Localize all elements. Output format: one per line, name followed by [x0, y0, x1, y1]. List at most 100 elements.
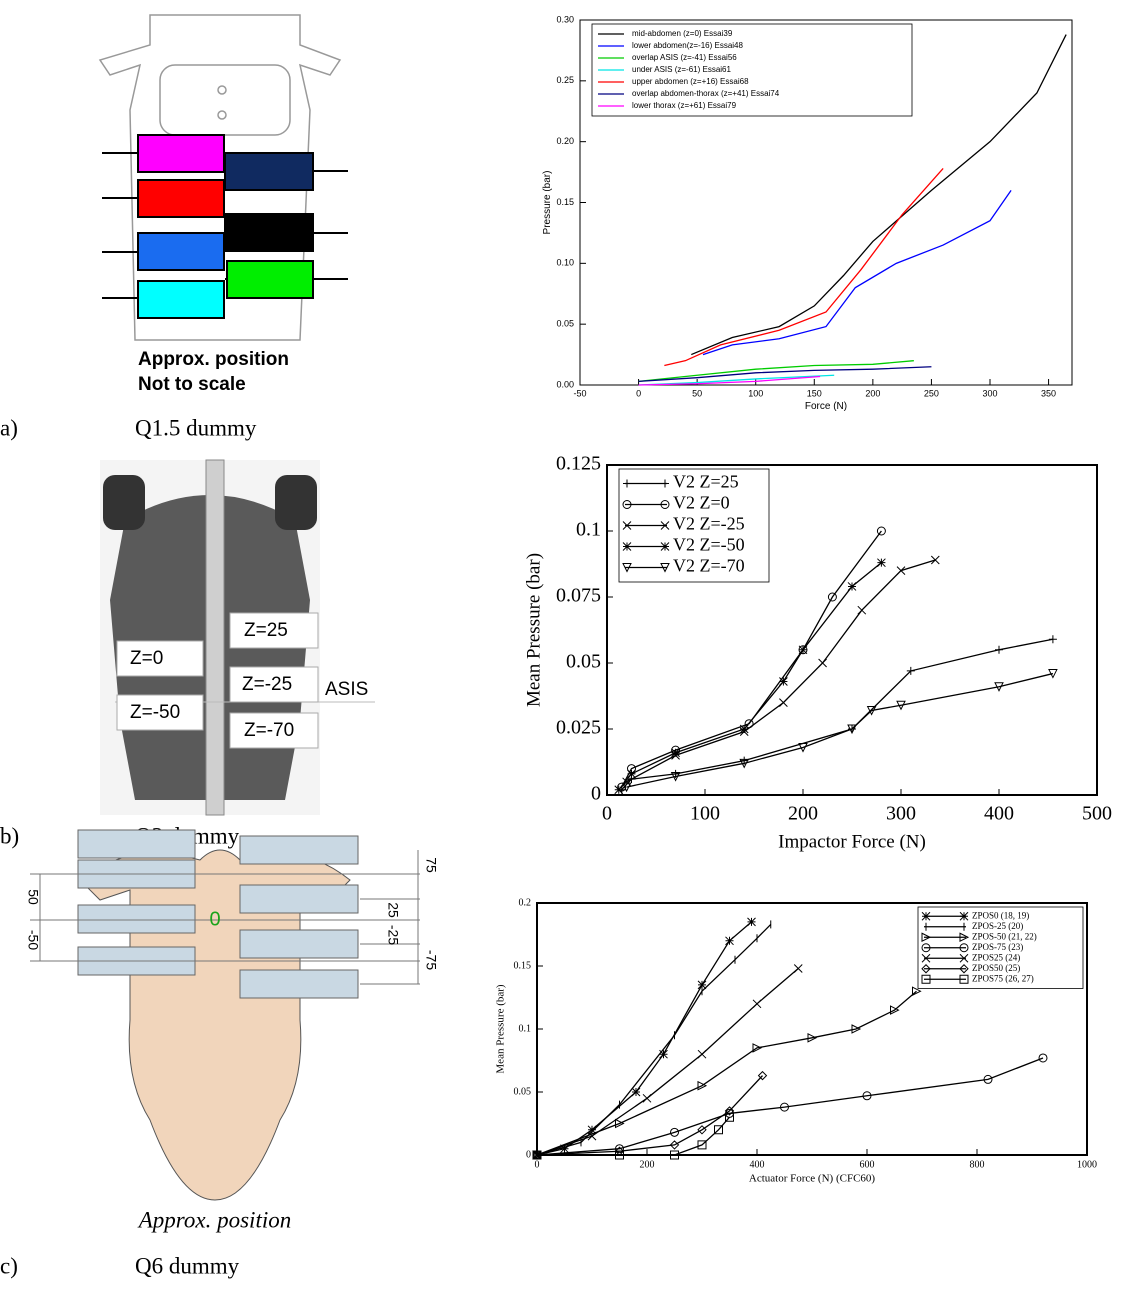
legend-marker [959, 932, 970, 943]
marker [890, 1005, 900, 1015]
x-axis-title: Force (N) [805, 401, 847, 412]
x-tick-label: 200 [788, 803, 818, 825]
marker [642, 1093, 652, 1103]
legend-label: upper abdomen (z=+16) Essai68 [632, 77, 749, 86]
x-tick-label: 600 [860, 1159, 875, 1170]
y-tick-label: 0.025 [556, 717, 601, 739]
series-line [536, 1075, 763, 1156]
x-tick-label: 0 [636, 388, 641, 398]
legend-marker [660, 500, 670, 509]
marker [724, 1106, 735, 1116]
x-tick-label: 100 [748, 388, 763, 398]
legend-marker [959, 974, 969, 984]
series-line [626, 672, 1054, 788]
note: Approx. position [137, 1207, 291, 1232]
marker [669, 1140, 680, 1150]
marker [670, 1150, 679, 1160]
marker [757, 1070, 768, 1081]
marker [614, 785, 624, 795]
y-tick-label: 0.125 [556, 453, 601, 475]
series-line [536, 990, 917, 1156]
marker [793, 964, 803, 973]
note: 75 [423, 857, 439, 873]
legend-label: V2 Z=-70 [673, 556, 745, 576]
legend-marker [921, 974, 931, 984]
legend-label: V2 Z=25 [673, 472, 739, 492]
marker [1048, 635, 1057, 644]
marker [779, 698, 788, 707]
marker [862, 1091, 872, 1101]
legend-marker [921, 911, 931, 921]
note: Z=-25 [242, 674, 292, 695]
marker [779, 677, 788, 686]
legend-label: ZPOS75 (26, 27) [972, 973, 1034, 983]
marker [627, 769, 636, 779]
y-tick-label: 0.075 [556, 585, 601, 607]
marker [1048, 669, 1058, 679]
marker [876, 526, 886, 536]
y-tick-label: 0.1 [519, 1023, 532, 1034]
series-line [664, 168, 944, 367]
legend-marker [622, 563, 632, 573]
legend-marker [921, 953, 931, 963]
marker [615, 1150, 624, 1160]
series-line [537, 1116, 730, 1156]
legend-marker [921, 964, 931, 974]
x-tick-label: 500 [1082, 803, 1112, 825]
marker [697, 1125, 707, 1135]
marker [896, 700, 906, 711]
note: Z=0 [130, 648, 163, 669]
y-tick-label: 0.10 [556, 258, 574, 268]
note: 50 [25, 889, 41, 905]
marker [818, 658, 827, 668]
legend-label: ZPOS-75 (23) [972, 942, 1023, 952]
legend-marker [622, 500, 632, 509]
marker [697, 1080, 708, 1091]
series-line [536, 923, 772, 1156]
marker [780, 1102, 790, 1112]
note: 0 [209, 908, 220, 930]
legend-label: lower abdomen(z=-16) Essai48 [632, 41, 743, 50]
x-axis-title: Impactor Force (N) [778, 831, 926, 852]
series-line [702, 189, 1012, 356]
x-axis-title: Actuator Force (N) (CFC60) [749, 1173, 876, 1185]
marker [622, 777, 631, 787]
x-tick-label: 300 [982, 388, 997, 398]
marker [670, 1127, 680, 1137]
dimension-lines [30, 850, 420, 985]
marker [587, 1125, 597, 1135]
legend-label: ZPOS50 (25) [972, 963, 1020, 973]
x-tick-label: 0 [602, 803, 612, 825]
marker [532, 1150, 542, 1160]
series-line [691, 34, 1067, 356]
legend-label: overlap abdomen-thorax (z=+41) Essai74 [632, 89, 780, 98]
x-tick-label: 150 [807, 388, 822, 398]
panel-label: b) [0, 823, 19, 848]
note: 25 [385, 902, 401, 918]
marker [587, 1131, 597, 1141]
marker [659, 1049, 668, 1059]
marker [621, 782, 632, 793]
marker [847, 724, 857, 735]
series-line [638, 366, 932, 382]
note: Z=25 [244, 620, 288, 641]
y-tick-label: 0 [526, 1149, 531, 1160]
legend-label: V2 Z=0 [673, 493, 730, 513]
note: -75 [423, 950, 439, 970]
x-tick-label: 350 [1041, 388, 1056, 398]
marker [866, 706, 877, 716]
marker [725, 936, 734, 946]
x-tick-label: 300 [886, 803, 916, 825]
sensor-blocks [102, 134, 348, 319]
panel-caption: Q1.5 dummy [135, 415, 257, 440]
x-tick-label: 100 [690, 803, 720, 825]
y-tick-label: 0.00 [556, 379, 574, 389]
note: -25 [385, 925, 401, 945]
marker [896, 566, 906, 575]
x-tick-label: 200 [640, 1159, 655, 1170]
y-tick-label: 0.2 [519, 897, 532, 908]
y-tick-label: 0.20 [556, 136, 574, 146]
x-tick-label: 400 [750, 1159, 765, 1170]
x-tick-label: 1000 [1077, 1159, 1097, 1170]
